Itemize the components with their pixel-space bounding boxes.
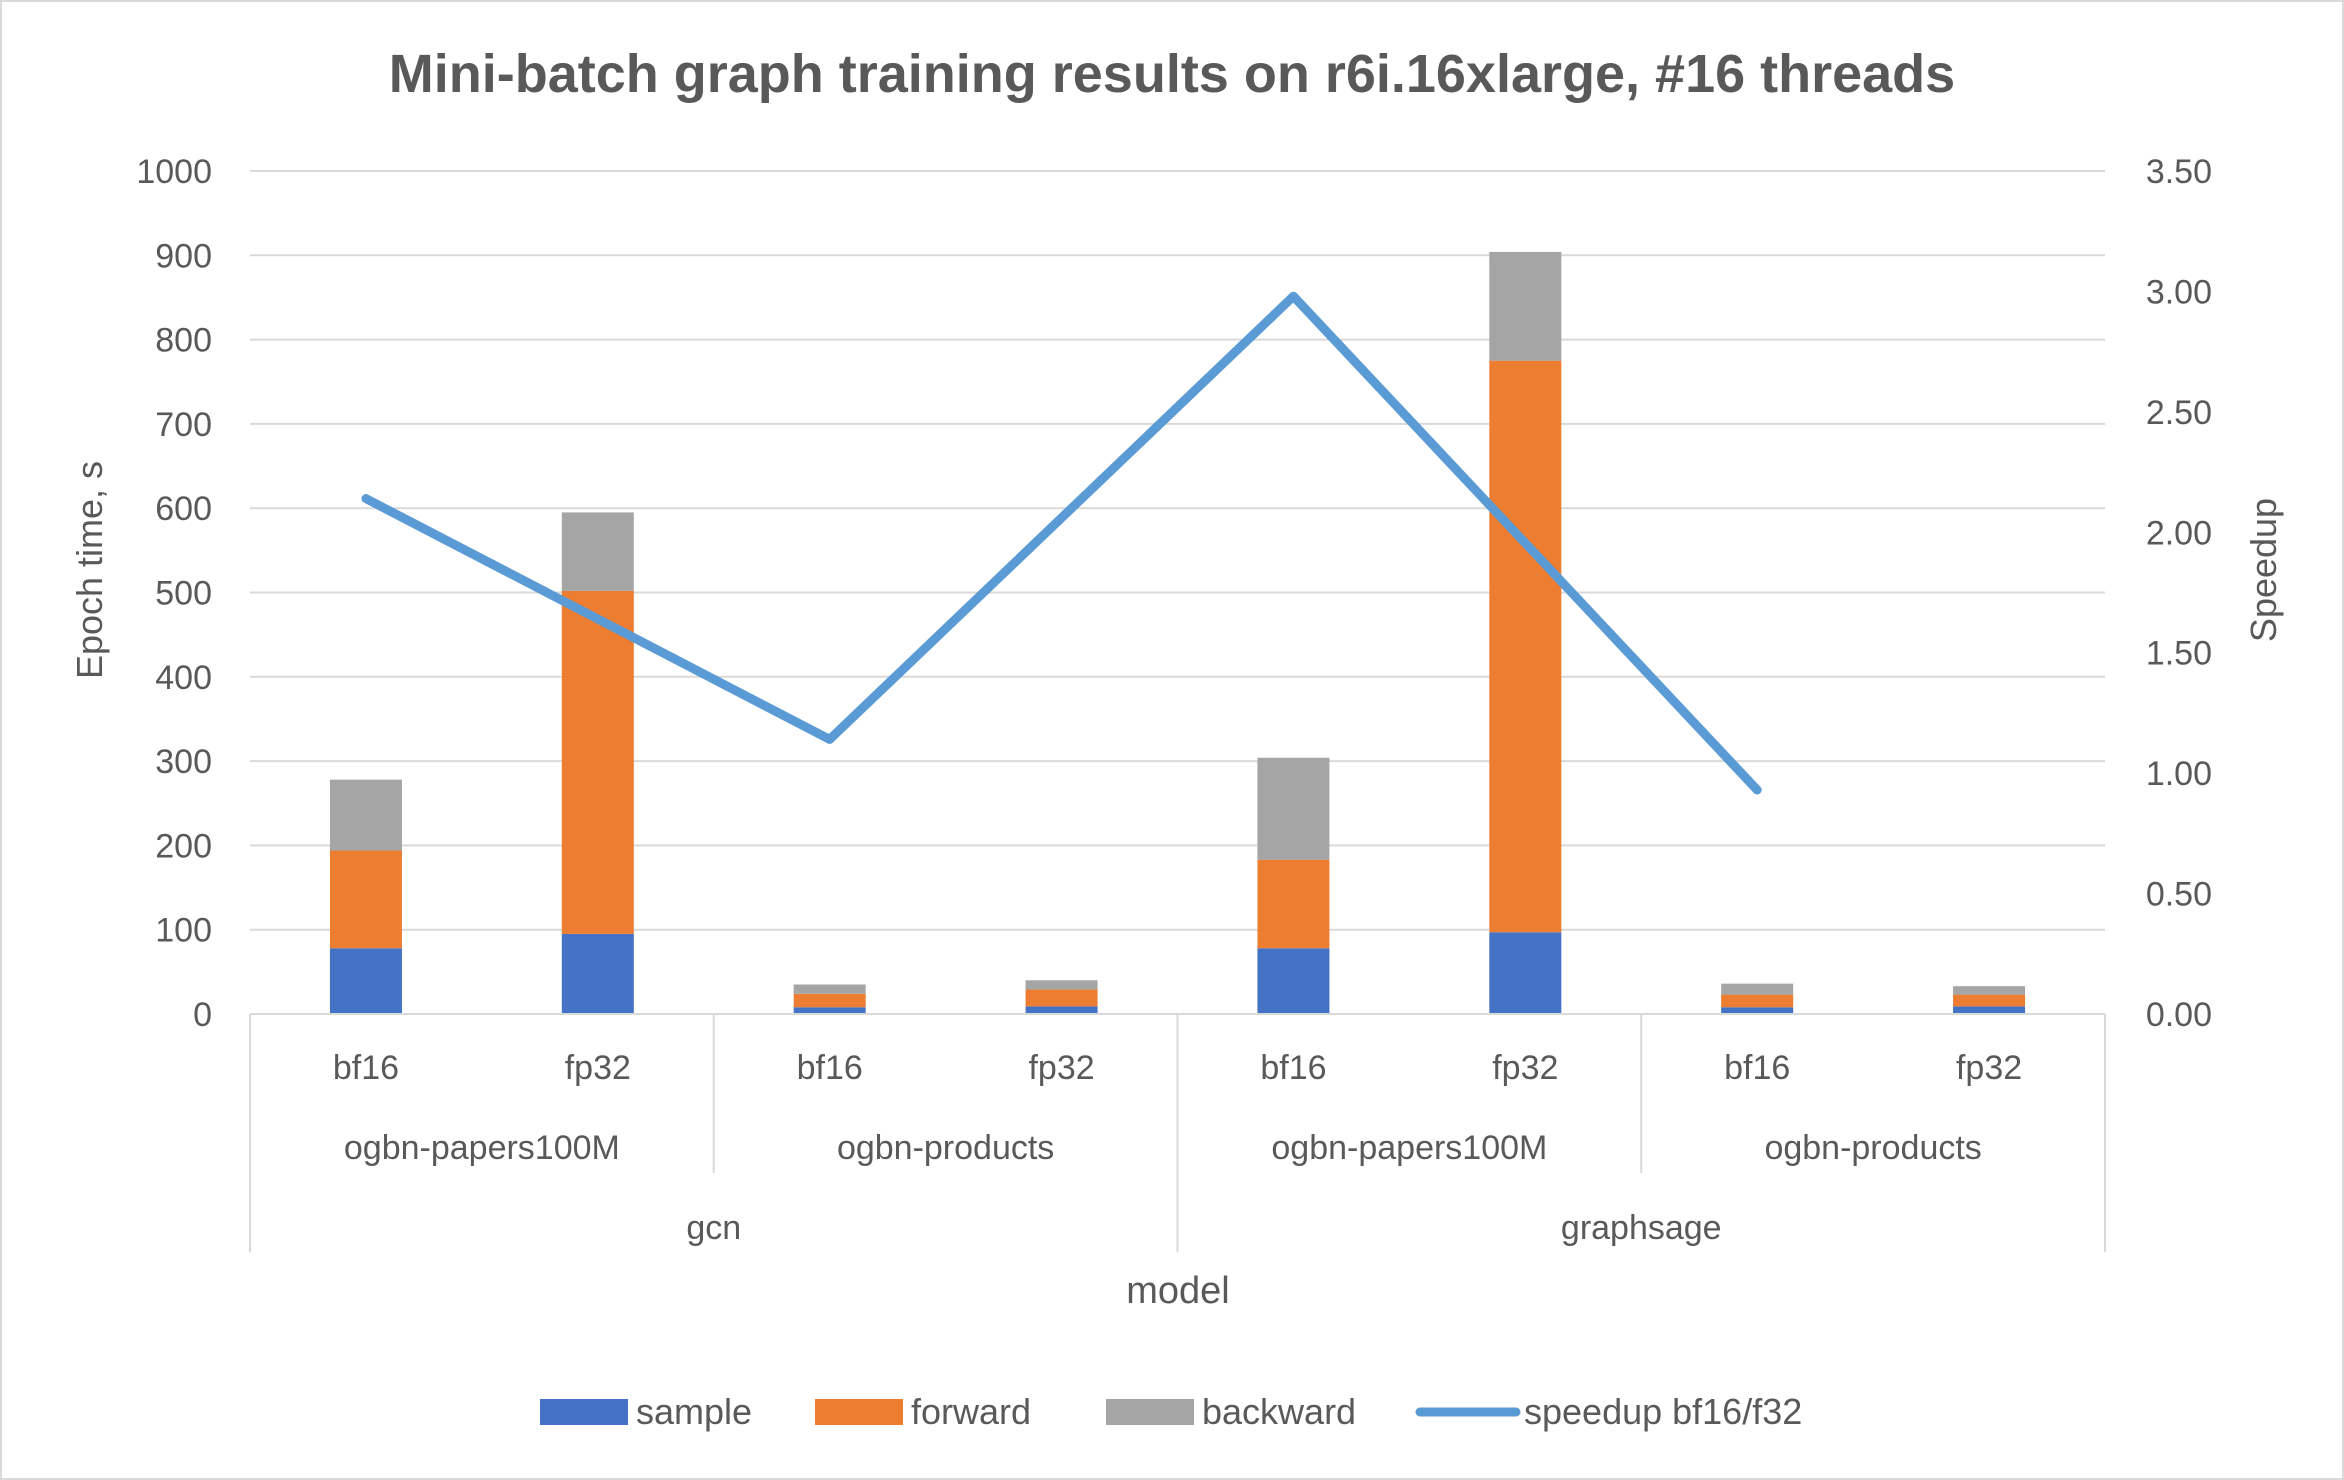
bar-segment-forward xyxy=(329,850,402,949)
y-tick-label: 400 xyxy=(155,659,212,697)
bar-segment-sample xyxy=(1489,932,1562,1014)
y-tick-label: 800 xyxy=(155,322,212,360)
speedup-line xyxy=(361,291,1762,795)
bar-segment-forward xyxy=(793,993,866,1008)
bar-segment-backward xyxy=(1025,980,1098,990)
legend-label: speedup bf16/f32 xyxy=(1524,1391,1802,1432)
y2-tick-label: 1.50 xyxy=(2146,635,2212,673)
bar-segment-backward xyxy=(1257,757,1330,860)
y-tick-label: 100 xyxy=(155,912,212,950)
bar-segment-forward xyxy=(1025,989,1098,1007)
bar-segment-backward xyxy=(329,779,402,851)
bar-segment-forward xyxy=(1721,994,1794,1008)
x-axis-title: model xyxy=(1126,1270,1230,1312)
legend-label: backward xyxy=(1202,1391,1356,1432)
legend-label: sample xyxy=(636,1391,752,1432)
bar-segment-backward xyxy=(561,512,634,591)
bar-segment-sample xyxy=(1953,1006,2026,1014)
bar-segment-sample xyxy=(1025,1006,1098,1014)
bar-segment-backward xyxy=(1721,983,1794,995)
y2-axis-title: Speedup xyxy=(2243,498,2284,642)
bar-segment-forward xyxy=(561,590,634,934)
bar-segment-sample xyxy=(329,948,402,1014)
y-tick-label: 200 xyxy=(155,827,212,865)
chart-title: Mini-batch graph training results on r6i… xyxy=(389,44,1955,104)
bar-segment-forward xyxy=(1953,994,2026,1007)
y2-tick-label: 0.50 xyxy=(2146,876,2212,914)
legend-swatch-sample xyxy=(540,1399,628,1425)
legend-label: forward xyxy=(911,1391,1031,1432)
y-tick-label: 0 xyxy=(193,996,212,1034)
bar-segment-forward xyxy=(1489,360,1562,933)
bar-segment-sample xyxy=(1257,948,1330,1014)
y2-tick-label: 3.50 xyxy=(2146,153,2212,191)
x-tick-label: bf16 xyxy=(797,1049,863,1087)
x-tick-label: fp32 xyxy=(1028,1049,1094,1087)
y2-tick-label: 3.00 xyxy=(2146,273,2212,311)
group-label-dataset: ogbn-products xyxy=(1764,1129,1981,1167)
x-tick-label: fp32 xyxy=(1492,1049,1558,1087)
group-label-dataset: ogbn-products xyxy=(837,1129,1054,1167)
legend: sample forward backward speedup bf16/f32 xyxy=(540,1391,1802,1432)
axes: 0 100 200 300 400 500 600 700 800 900 1000 0.00 0.50… xyxy=(136,153,2212,1252)
x-tick-label: bf16 xyxy=(1260,1049,1326,1087)
y2-tick-label: 1.00 xyxy=(2146,755,2212,793)
y-axis-title: Epoch time, s xyxy=(69,461,110,679)
y2-tick-label: 2.00 xyxy=(2146,514,2212,552)
legend-swatch-forward xyxy=(815,1399,903,1425)
bar-segment-sample xyxy=(1721,1007,1794,1014)
x-tick-label: bf16 xyxy=(333,1049,399,1087)
bar-segment-backward xyxy=(793,984,866,994)
bar-segment-sample xyxy=(561,933,634,1014)
bar-segment-backward xyxy=(1489,251,1562,361)
legend-swatch-backward xyxy=(1106,1399,1194,1425)
x-tick-label: fp32 xyxy=(1956,1049,2022,1087)
y2-tick-label: 0.00 xyxy=(2146,996,2212,1034)
y-tick-label: 600 xyxy=(155,490,212,528)
group-label-model: graphsage xyxy=(1561,1209,1722,1247)
speedup-line-layer xyxy=(361,291,1762,795)
bars xyxy=(329,251,2026,1014)
y-tick-label: 500 xyxy=(155,575,212,613)
bar-segment-forward xyxy=(1257,859,1330,949)
group-label-model: gcn xyxy=(686,1209,741,1247)
x-tick-label: fp32 xyxy=(565,1049,631,1087)
y-tick-label: 900 xyxy=(155,237,212,275)
y-tick-label: 1000 xyxy=(136,153,212,191)
group-label-dataset: ogbn-papers100M xyxy=(344,1129,620,1167)
y2-tick-label: 2.50 xyxy=(2146,394,2212,432)
gridlines xyxy=(250,170,2105,1015)
y-tick-label: 300 xyxy=(155,743,212,781)
bar-segment-sample xyxy=(793,1007,866,1014)
x-tick-label: bf16 xyxy=(1724,1049,1790,1087)
bar-segment-backward xyxy=(1953,986,2026,995)
group-label-dataset: ogbn-papers100M xyxy=(1271,1129,1547,1167)
y-tick-label: 700 xyxy=(155,406,212,444)
